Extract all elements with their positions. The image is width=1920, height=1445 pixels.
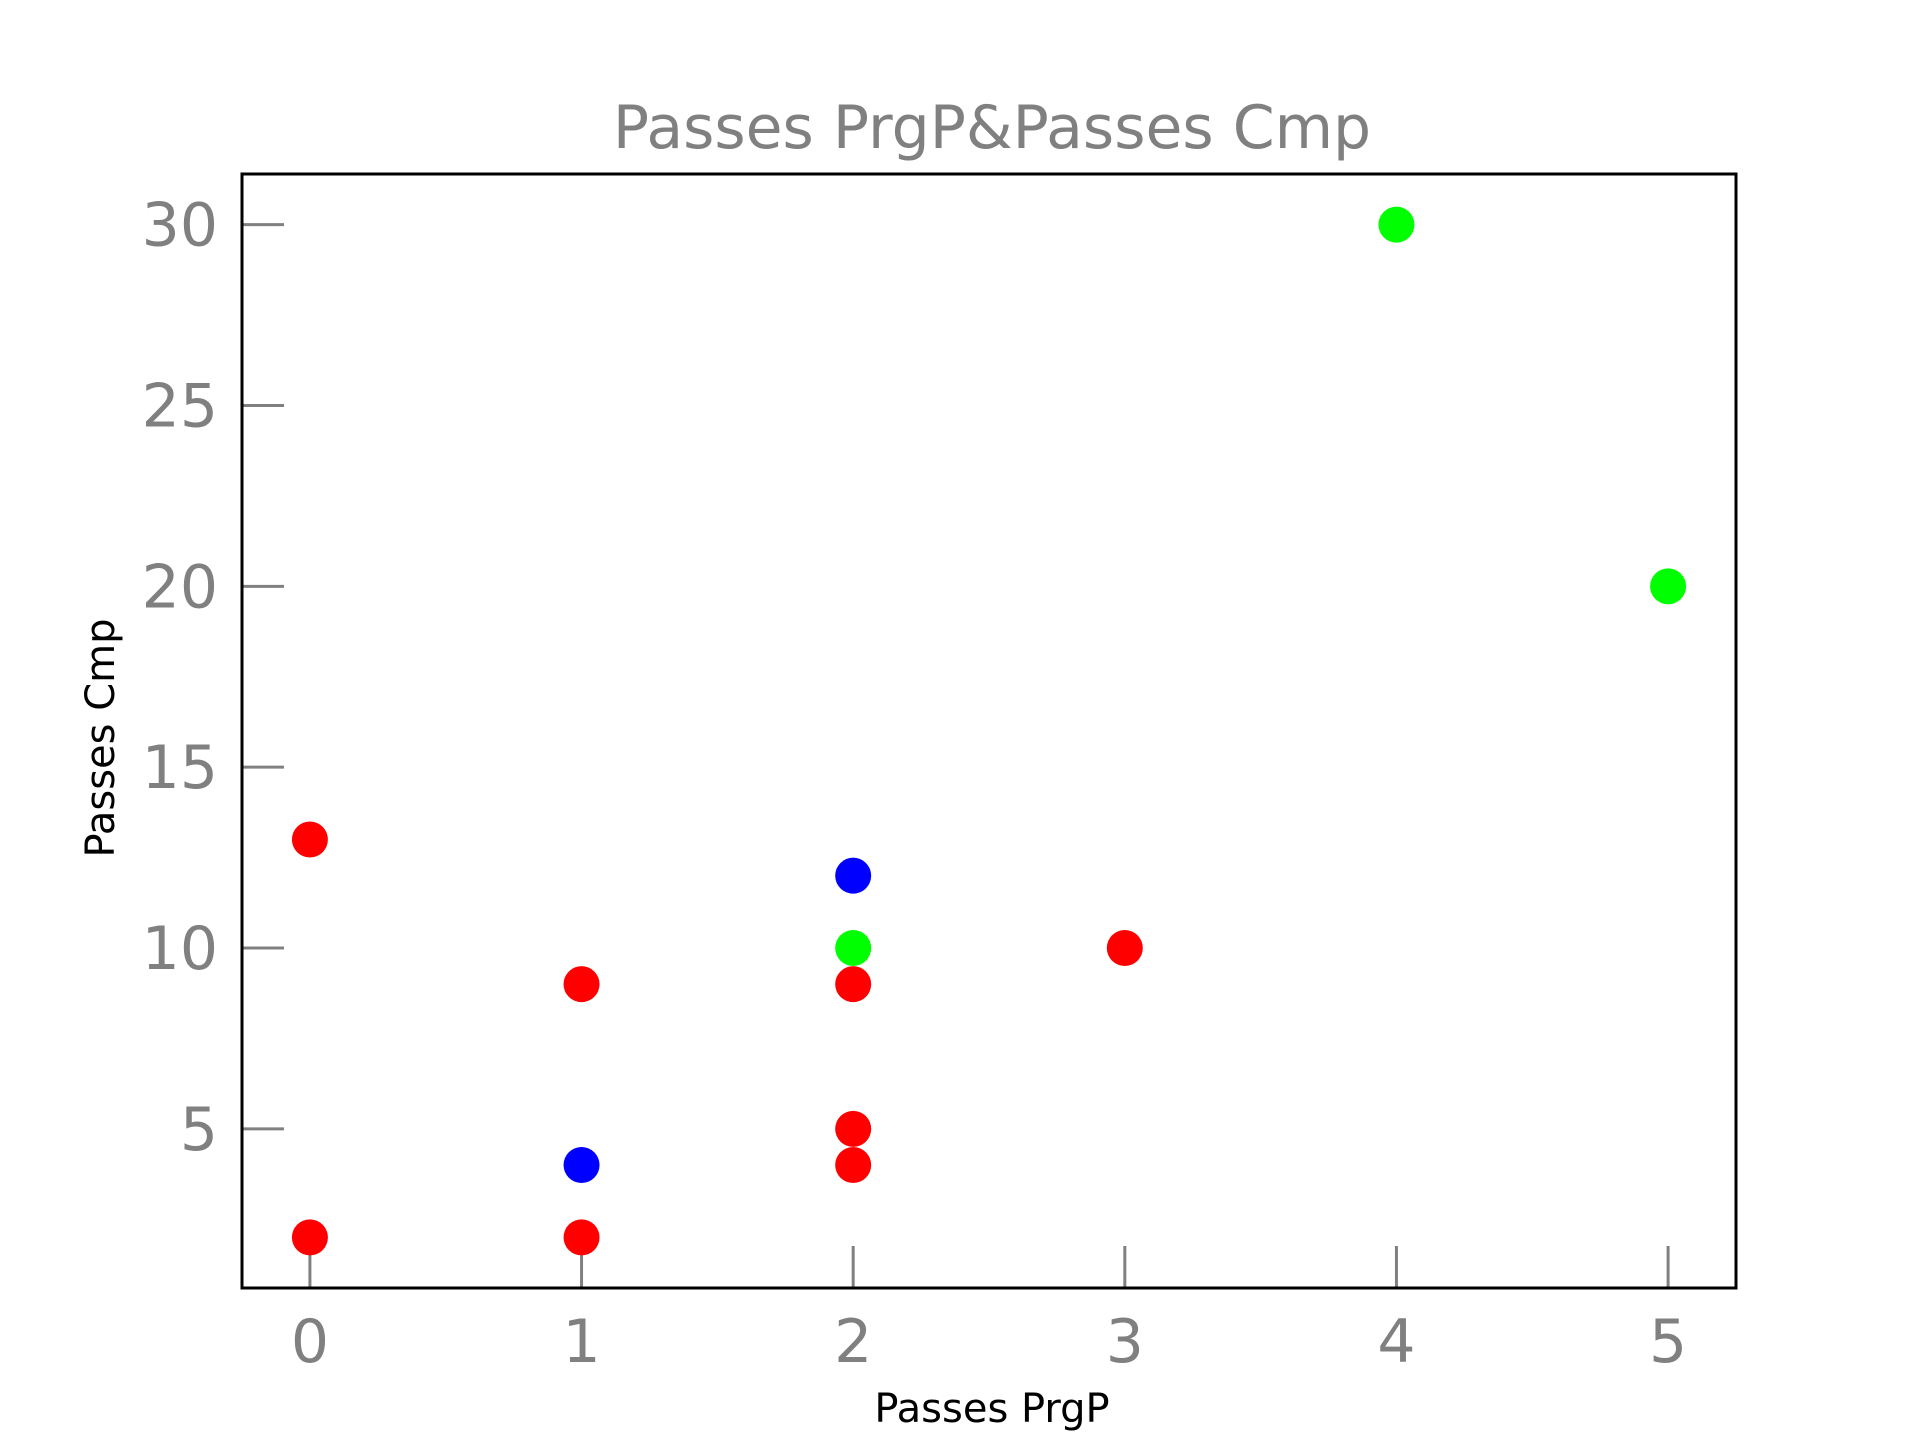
data-point-12 — [1378, 206, 1415, 243]
data-point-10 — [835, 1147, 872, 1184]
data-point-5 — [563, 1219, 600, 1256]
x-tick-label-4: 4 — [1377, 1307, 1415, 1377]
data-point-3 — [563, 966, 600, 1003]
y-axis-label: Passes Cmp — [78, 619, 124, 858]
y-tick-label-20: 20 — [142, 552, 218, 622]
data-point-13 — [1650, 568, 1687, 605]
y-tick-label-15: 15 — [142, 733, 218, 803]
x-axis-label: Passes PrgP — [874, 1386, 1109, 1432]
x-tick-label-2: 2 — [834, 1307, 872, 1377]
data-point-7 — [835, 930, 872, 967]
x-tick-label-5: 5 — [1649, 1307, 1687, 1377]
data-point-9 — [835, 1110, 872, 1147]
y-tick-label-30: 30 — [142, 191, 218, 261]
x-tick-label-3: 3 — [1106, 1307, 1144, 1377]
data-point-1 — [291, 821, 328, 858]
chart-title: Passes PrgP&Passes Cmp — [613, 93, 1371, 163]
data-point-2 — [291, 1219, 328, 1256]
plot-area: 5 10 15 20 25 30 0 1 2 3 4 5 — [142, 172, 1738, 1377]
plot-frame — [240, 172, 1738, 1290]
data-point-6 — [835, 857, 872, 894]
data-point-11 — [1106, 930, 1143, 967]
x-tick-label-0: 0 — [291, 1307, 329, 1377]
data-point-8 — [835, 966, 872, 1003]
y-tick-label-10: 10 — [142, 914, 218, 984]
y-tick-label-25: 25 — [142, 371, 218, 441]
x-tick-label-1: 1 — [562, 1307, 600, 1377]
data-point-4 — [563, 1147, 600, 1184]
y-tick-label-5: 5 — [180, 1095, 218, 1165]
